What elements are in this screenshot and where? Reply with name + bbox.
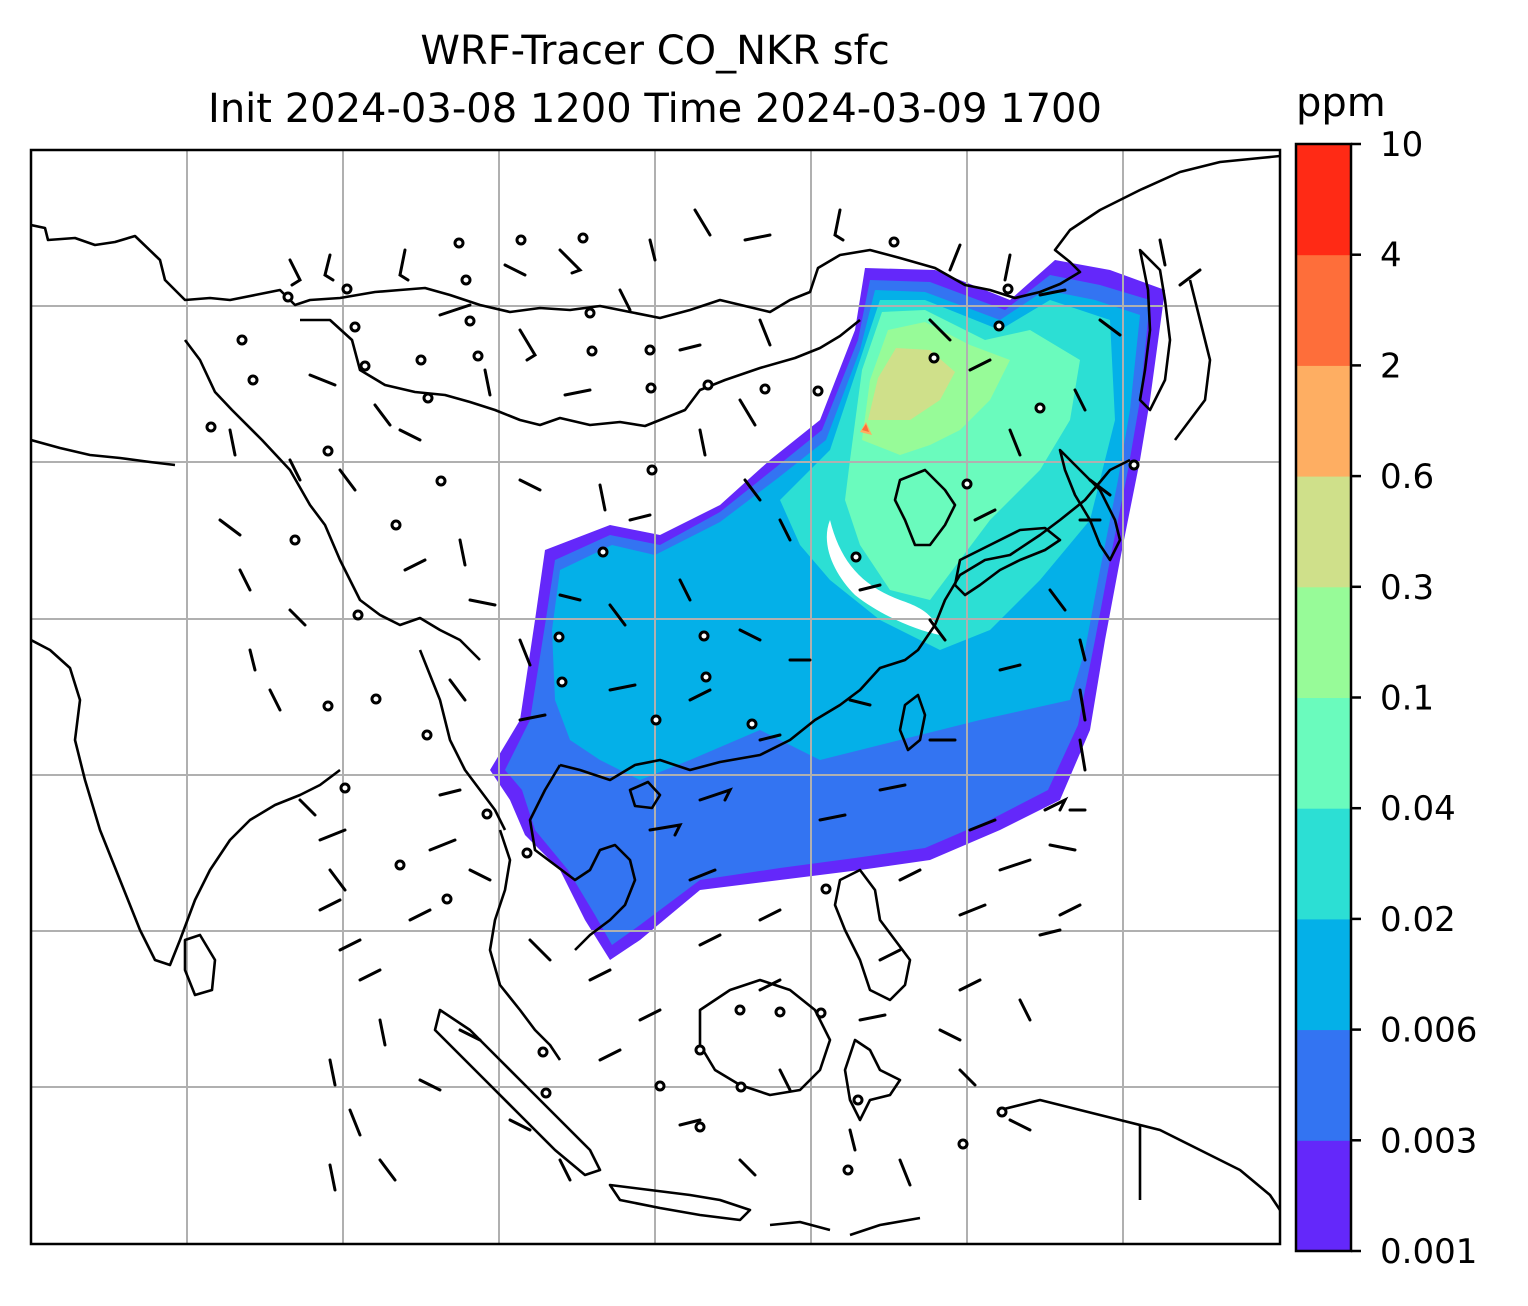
sakhalin bbox=[1138, 248, 1172, 412]
philippines bbox=[833, 868, 912, 1002]
china-north-border bbox=[300, 318, 861, 428]
india-coast bbox=[31, 638, 341, 967]
map-panel bbox=[31, 150, 1280, 1244]
colorbar-tick-label: 4 bbox=[1380, 236, 1402, 276]
sulawesi bbox=[843, 1038, 902, 1122]
borneo bbox=[698, 978, 832, 1097]
colorbar-tick-label: 0.02 bbox=[1380, 900, 1456, 940]
wind-barbs bbox=[218, 208, 1202, 1192]
coastlines bbox=[31, 154, 1280, 1237]
kamchatka-coast bbox=[1173, 279, 1212, 441]
hainan bbox=[628, 780, 662, 810]
colorbar-segment bbox=[1296, 918, 1351, 1031]
map-frame bbox=[29, 148, 1282, 1246]
colorbar-segment bbox=[1296, 365, 1351, 477]
colorbar-segment bbox=[1296, 697, 1351, 809]
colorbar-tick-label: 0.006 bbox=[1380, 1011, 1477, 1051]
china-coast bbox=[559, 458, 1131, 782]
map-title-line2: Init 2024-03-08 1200 Time 2024-03-09 170… bbox=[208, 86, 1102, 132]
new-guinea bbox=[999, 1098, 1280, 1211]
colorbar: 0.001 0.003 0.006 0.02 0.04 0.1 0.3 0.6 2 4 10 bbox=[1294, 125, 1477, 1272]
kazakh-border bbox=[31, 438, 176, 467]
colorbar-segment bbox=[1296, 144, 1351, 256]
colorbar-segment bbox=[1296, 476, 1351, 588]
plume-level-2 bbox=[862, 424, 869, 432]
colorbar-tick-label: 10 bbox=[1380, 125, 1423, 165]
plume-level-0.3 bbox=[868, 348, 955, 420]
colorbar-unit: ppm bbox=[1296, 80, 1386, 126]
colorbar-tick-label: 0.1 bbox=[1380, 679, 1434, 719]
colorbar-segment bbox=[1296, 586, 1351, 698]
plume-gap bbox=[826, 520, 940, 635]
colorbar-segment bbox=[1296, 254, 1351, 366]
colorbar-tick-label: 0.001 bbox=[1380, 1232, 1477, 1272]
colorbar-tick-label: 0.3 bbox=[1380, 568, 1434, 608]
calm-wind-markers bbox=[205, 232, 1140, 1176]
colorbar-tick-label: 0.003 bbox=[1380, 1121, 1477, 1161]
colorbar-segment bbox=[1296, 1029, 1351, 1141]
taiwan bbox=[898, 693, 927, 752]
japan bbox=[953, 526, 1062, 597]
myanmar-border bbox=[418, 649, 507, 831]
sri-lanka bbox=[183, 933, 217, 997]
tracer-plume bbox=[490, 260, 1165, 960]
colorbar-segment bbox=[1296, 1140, 1351, 1252]
sumatra bbox=[433, 1008, 602, 1177]
indochina bbox=[528, 764, 637, 951]
china-west-border bbox=[183, 339, 481, 661]
malay-peninsula bbox=[488, 829, 562, 1061]
java bbox=[608, 1183, 752, 1222]
colorbar-tick-label: 0.6 bbox=[1380, 457, 1434, 497]
colorbar-tick-label: 0.04 bbox=[1380, 789, 1456, 829]
lesser-sunda bbox=[769, 1216, 921, 1237]
map-title-line1: WRF-Tracer CO_NKR sfc bbox=[420, 28, 890, 74]
korea-peninsula bbox=[893, 468, 957, 547]
colorbar-tick-label: 2 bbox=[1380, 346, 1402, 386]
colorbar-segment bbox=[1296, 808, 1351, 920]
